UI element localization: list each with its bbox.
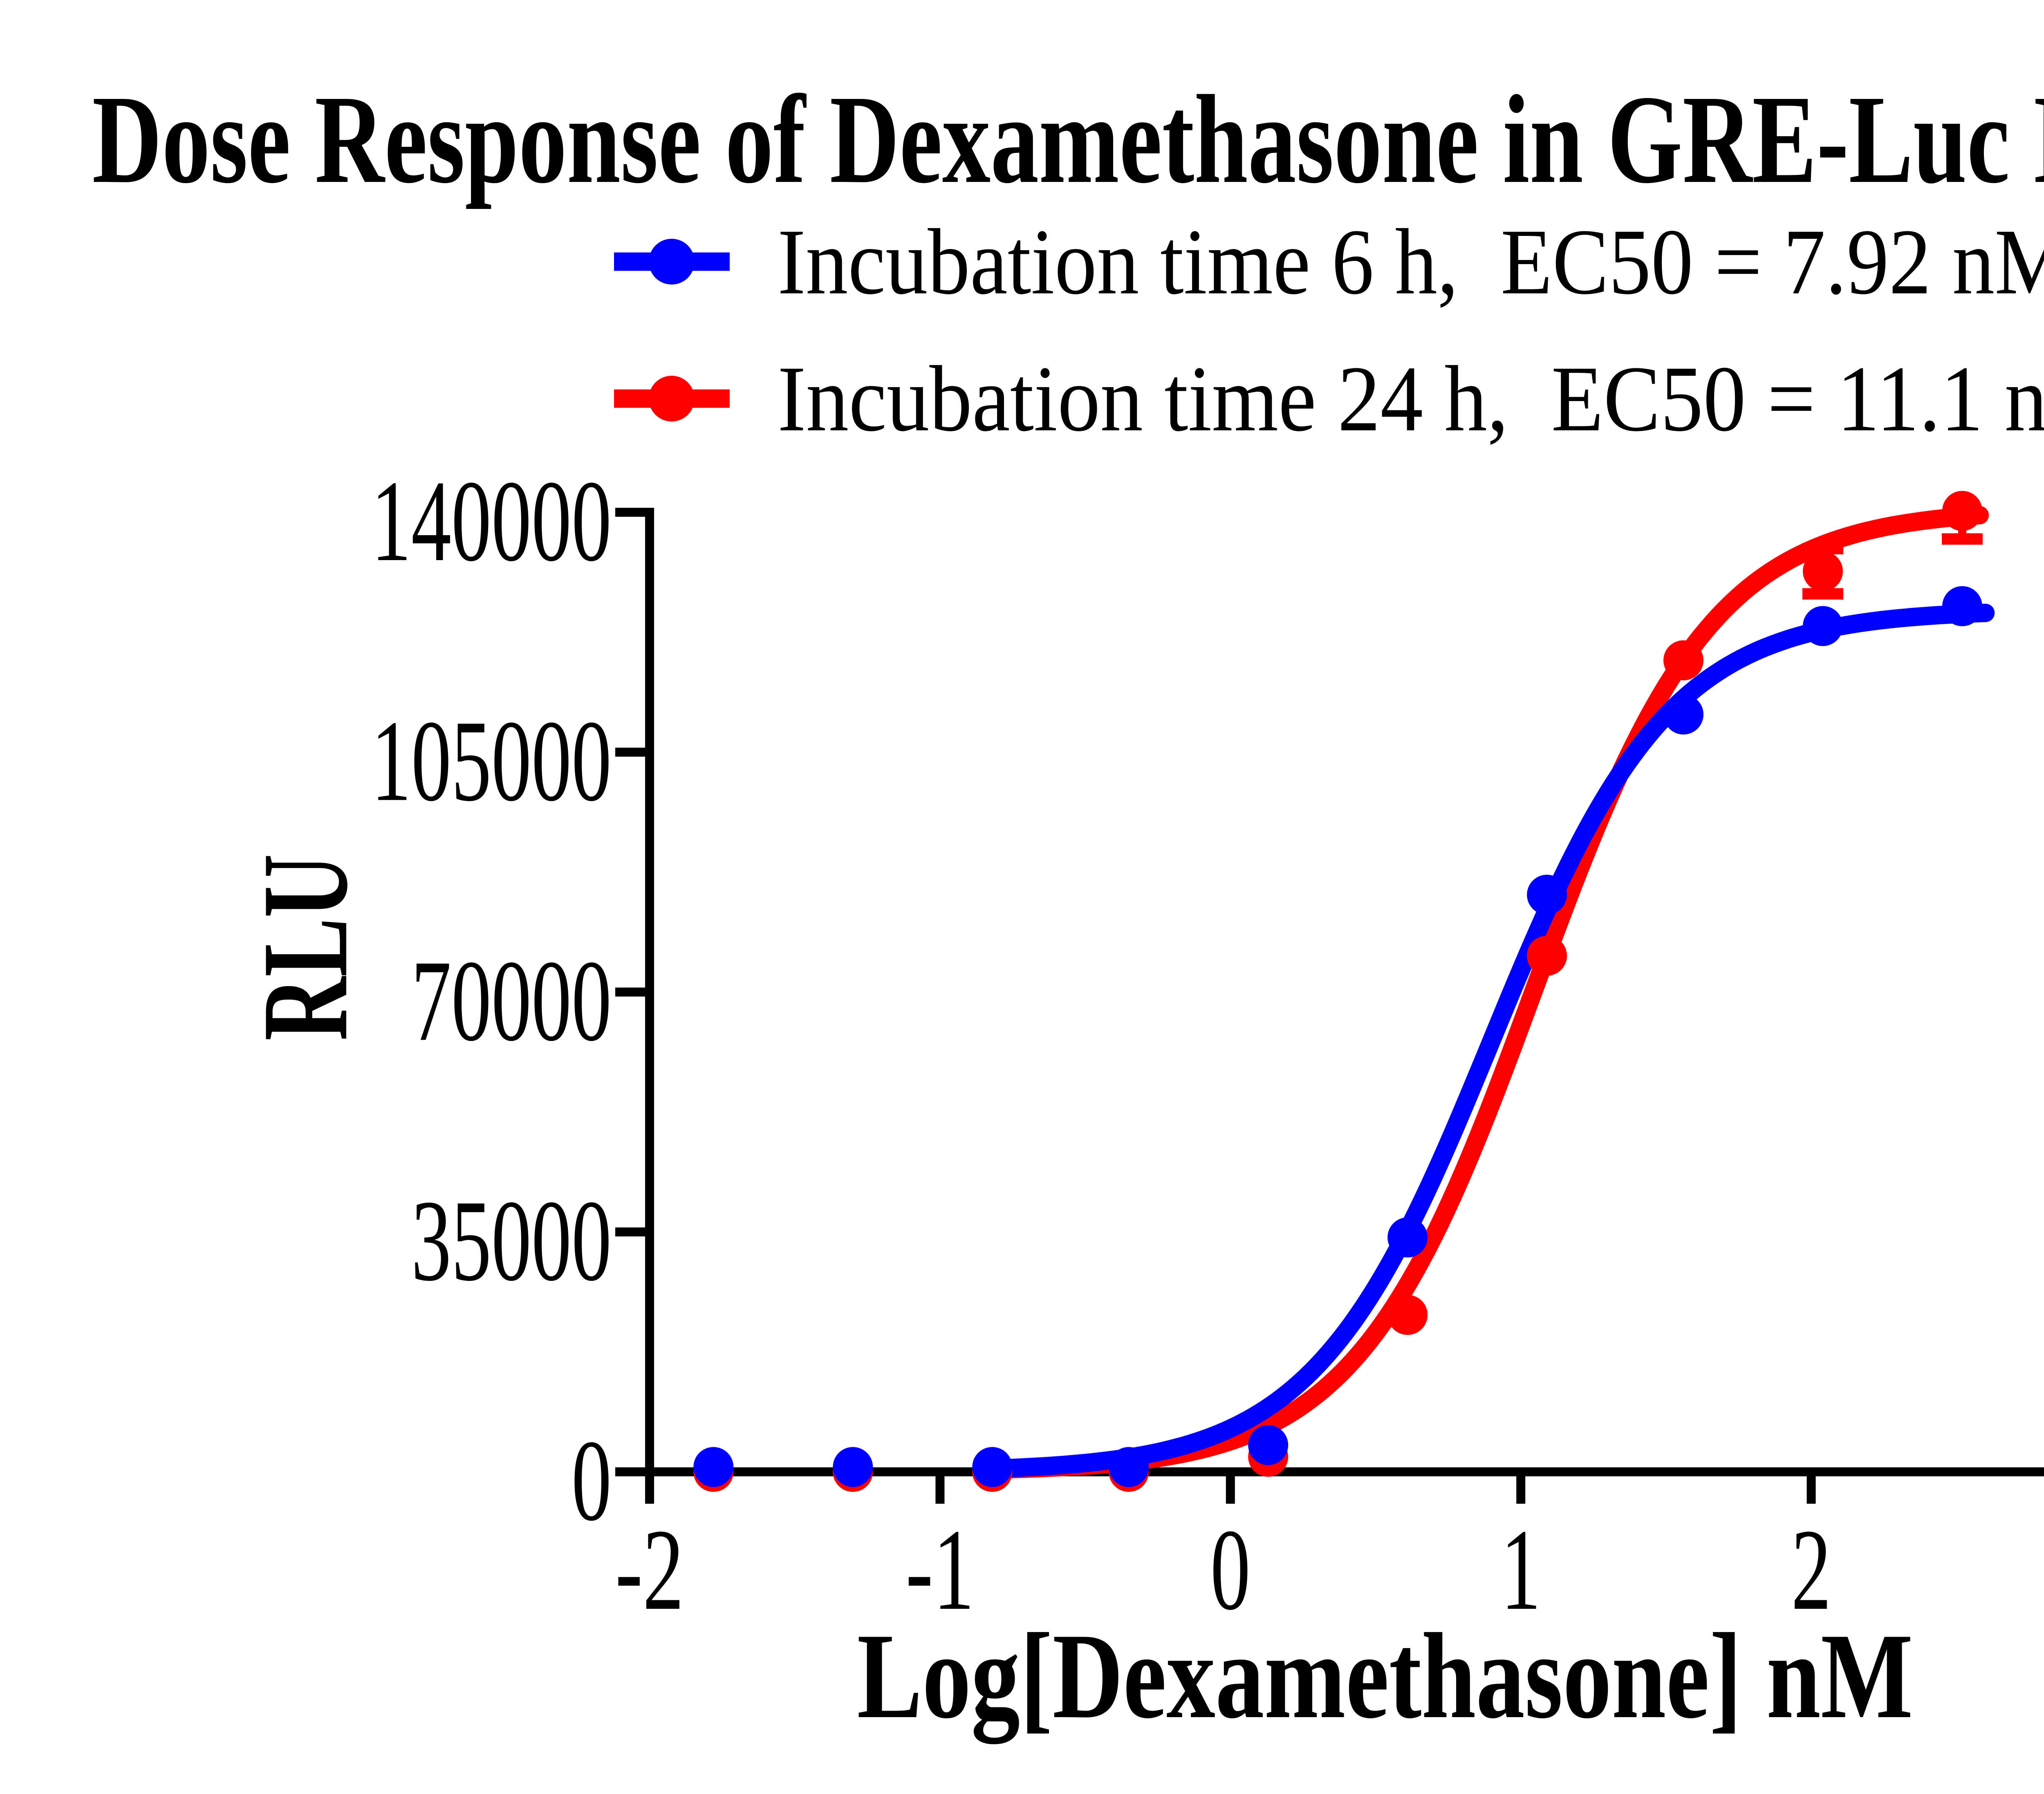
data-point-6h [693,1447,734,1487]
data-point-24h [1803,551,1843,592]
y-axis-title: RLU [237,854,373,1041]
data-point-6h [1109,1447,1149,1487]
data-point-24h [1942,491,1983,531]
legend: Incubation time 6 h, EC50 = 7.92 nM Incu… [614,210,2044,451]
data-point-6h [1248,1425,1289,1465]
x-tick-label: 2 [1791,1505,1831,1634]
y-tick-label: 35000 [411,1176,612,1305]
x-tick-label: -1 [905,1505,974,1634]
x-tick-label: 0 [1210,1505,1251,1634]
y-tick-label: 0 [572,1416,612,1545]
data-point-24h [1527,935,1567,976]
data-point-6h [1803,606,1843,646]
legend-label-24h: Incubation time 24 h, EC50 = 11.1 nM [778,347,2044,451]
x-axis-title: Log[Dexamethasone] nM [857,1608,1913,1746]
chart-title: Dose Response of Dexamethasone in GRE-Lu… [92,70,2044,210]
data-point-6h [833,1447,873,1487]
data-point-6h [1942,586,1983,626]
data-point-6h [1527,875,1567,915]
fit-curve-24h [995,506,1989,1479]
legend-marker-24h-icon [649,376,695,422]
y-tick-label: 140000 [371,456,612,585]
x-tick-label: -2 [615,1505,684,1634]
data-point-6h [1387,1217,1428,1258]
legend-item-6h: Incubation time 6 h, EC50 = 7.92 nM [614,210,2044,314]
y-tick-label: 70000 [411,936,612,1065]
y-tick-label: 105000 [371,696,612,825]
x-tick-label: 1 [1501,1505,1541,1634]
legend-item-24h: Incubation time 24 h, EC50 = 11.1 nM [614,347,2044,451]
data-point-24h [1387,1295,1428,1335]
data-point-6h [1663,694,1704,735]
legend-label-6h: Incubation time 6 h, EC50 = 7.92 nM [778,210,2044,314]
data-point-6h [972,1447,1013,1487]
data-point-24h [1663,640,1704,681]
legend-marker-6h-icon [649,239,695,285]
fit-curve-6h [995,603,1995,1478]
